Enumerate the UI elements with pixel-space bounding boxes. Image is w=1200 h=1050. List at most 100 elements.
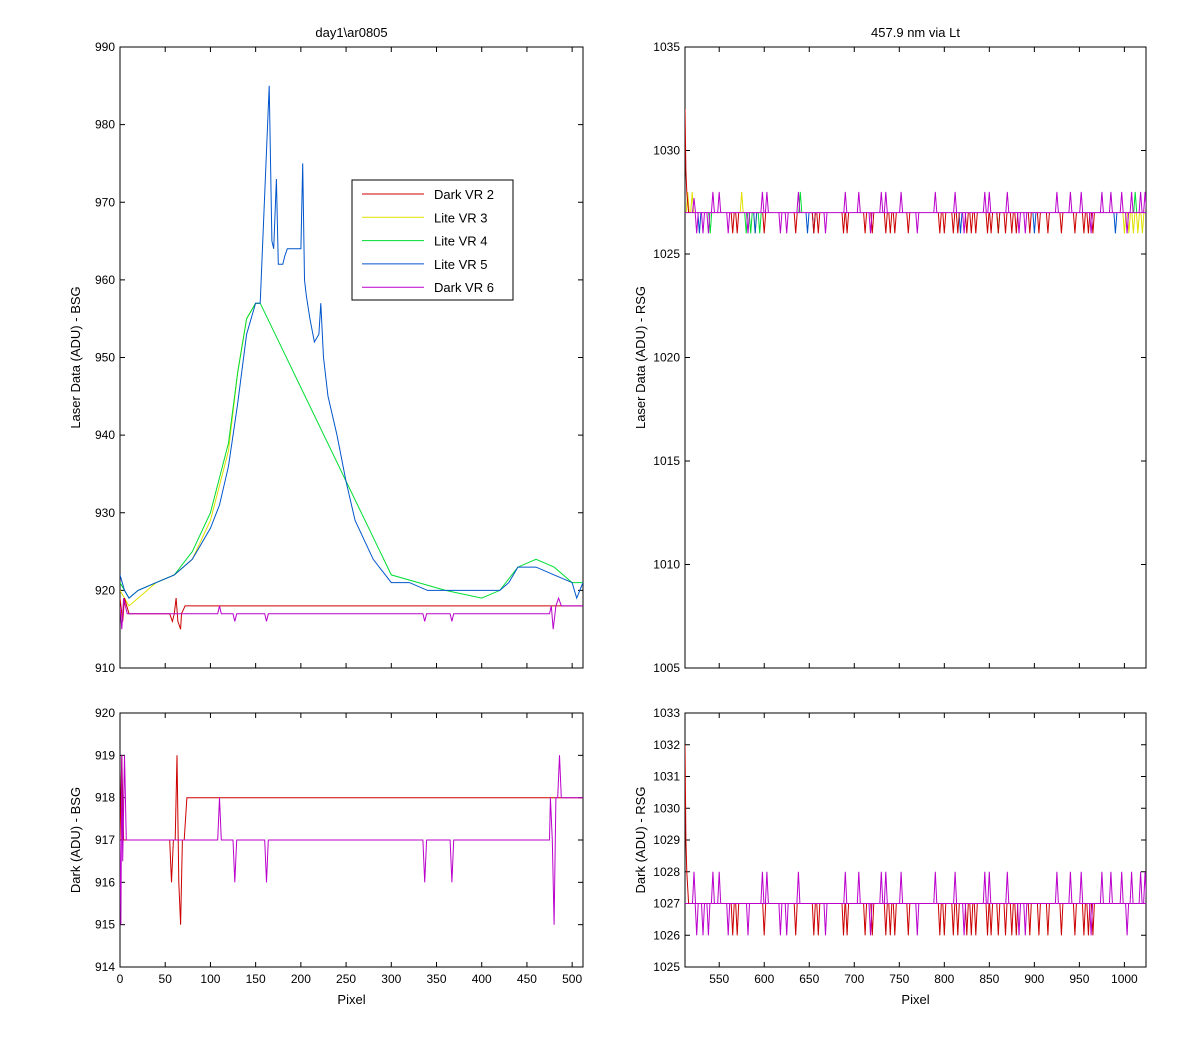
- spike-lite-vr-4: [757, 212, 762, 234]
- spike-dark-vr-2: [1036, 212, 1041, 234]
- y-tick-label: 1025: [653, 247, 680, 261]
- spike-lite-vr-4: [748, 212, 753, 234]
- spike-lite-vr-3: [1122, 212, 1127, 234]
- spike-dark-vr-2: [888, 212, 893, 234]
- spike-dark-vr-2: [1045, 903, 1050, 936]
- legend-entry: Lite VR 5: [434, 257, 487, 272]
- spike-lite-vr-3: [739, 191, 744, 213]
- spike-dark-vr-6: [1068, 191, 1073, 213]
- spike-dark-vr-6: [987, 871, 992, 904]
- series-group: [120, 85, 583, 630]
- spike-lite-vr-3: [685, 191, 690, 213]
- legend: Dark VR 2 Lite VR 3 Lite VR 4 Lite VR 5 Dark…: [351, 179, 514, 301]
- spike-dark-vr-6: [778, 903, 783, 936]
- spike-dark-vr-6: [784, 212, 789, 234]
- spike-dark-vr-6: [933, 871, 938, 904]
- spike-dark-vr-6: [1023, 903, 1028, 936]
- spike-dark-vr-6: [982, 871, 987, 904]
- x-tick-label: 700: [844, 972, 864, 986]
- x-tick-label: 400: [472, 972, 492, 986]
- spike-dark-vr-6: [1129, 191, 1134, 213]
- spike-dark-vr-2: [735, 903, 740, 936]
- spike-dark-vr-2: [1009, 903, 1014, 936]
- spike-dark-vr-6: [987, 191, 992, 213]
- spike-lite-vr-5: [697, 212, 702, 234]
- spike-dark-vr-2: [883, 212, 888, 234]
- spike-dark-vr-6: [1054, 871, 1059, 904]
- y-tick-label: 1032: [653, 738, 680, 752]
- spike-dark-vr-2: [762, 903, 767, 936]
- plot-area: [684, 46, 1147, 669]
- x-tick-label: 900: [1024, 972, 1044, 986]
- spike-dark-vr-2: [1003, 212, 1008, 234]
- spike-dark-vr-2: [1045, 212, 1050, 234]
- spike-dark-vr-6: [1143, 871, 1146, 904]
- y-tick-label: 960: [95, 273, 115, 287]
- spike-lite-vr-5: [753, 212, 758, 234]
- spike-dark-vr-6: [982, 191, 987, 213]
- spike-dark-vr-2: [964, 903, 969, 936]
- y-tick-label: 1015: [653, 454, 680, 468]
- x-tick-label: 250: [336, 972, 356, 986]
- spike-dark-vr-2: [1036, 903, 1041, 936]
- chart-top-right: 1005 1010 1015 1020 1025 1030 1035 457.9 nm via…: [633, 25, 1147, 675]
- x-tick-label: 100: [200, 972, 220, 986]
- spike-dark-vr-2: [1009, 212, 1014, 234]
- x-tick-label: 200: [291, 972, 311, 986]
- spike-lite-vr-5: [1032, 212, 1037, 234]
- spike-dark-vr-6: [764, 191, 769, 213]
- spike-dark-vr-2: [1072, 212, 1077, 234]
- y-tick-label: 918: [95, 791, 115, 805]
- spike-dark-vr-6: [1138, 191, 1143, 213]
- spike-dark-vr-2: [989, 212, 994, 234]
- x-tick-label: 350: [426, 972, 446, 986]
- spike-dark-vr-6: [1079, 871, 1084, 904]
- spike-dark-vr-6: [962, 212, 967, 234]
- spike-dark-vr-6: [1099, 191, 1104, 213]
- chart-bottom-right: 550 600 650 700 750 800 850 900 950 1000 1025 1026 1…: [633, 706, 1147, 1007]
- legend-entry: Dark VR 6: [434, 280, 494, 295]
- y-tick-label: 915: [95, 918, 115, 932]
- spike-dark-vr-6: [764, 871, 769, 904]
- series-group: [685, 109, 1146, 234]
- spike-dark-vr-6: [726, 903, 731, 936]
- spike-dark-vr-6: [1138, 871, 1143, 904]
- spike-lite-vr-5: [958, 212, 963, 234]
- spike-lite-vr-5: [805, 212, 810, 234]
- y-tick-label: 1028: [653, 865, 680, 879]
- spike-dark-vr-6: [823, 903, 828, 936]
- y-tick-label: 1030: [653, 144, 680, 158]
- spike-dark-vr-2: [985, 903, 990, 936]
- spike-dark-vr-6: [1099, 871, 1104, 904]
- spike-dark-vr-6: [717, 871, 722, 904]
- spike-dark-vr-6: [1005, 191, 1010, 213]
- spike-dark-vr-2: [1027, 212, 1032, 234]
- plot-area: [119, 46, 584, 669]
- spike-dark-vr-2: [762, 212, 767, 234]
- y-tick-label: 920: [95, 583, 115, 597]
- spike-dark-vr-6: [823, 212, 828, 234]
- spike-dark-vr-2: [969, 903, 974, 936]
- spike-dark-vr-6: [899, 191, 904, 213]
- spike-dark-vr-6: [879, 191, 884, 213]
- spike-dark-vr-6: [746, 212, 750, 234]
- spike-dark-vr-6: [1017, 903, 1021, 936]
- spike-dark-vr-2: [730, 212, 735, 234]
- spike-dark-vr-6: [1005, 871, 1010, 904]
- spike-dark-vr-2: [1081, 212, 1086, 234]
- spike-dark-vr-2: [989, 903, 994, 936]
- x-tick-label: 1000: [1111, 972, 1138, 986]
- y-tick-label: 940: [95, 428, 115, 442]
- chart-title: 457.9 nm via Lt: [871, 25, 960, 40]
- x-tick-label: 950: [1069, 972, 1089, 986]
- spike-dark-vr-2: [955, 903, 960, 936]
- x-tick-label: 300: [381, 972, 401, 986]
- spike-lite-vr-3: [1135, 212, 1140, 234]
- series-group: [120, 755, 583, 925]
- y-tick-label: 950: [95, 351, 115, 365]
- x-tick-label: 50: [159, 972, 173, 986]
- spike-dark-vr-6: [953, 191, 958, 213]
- spike-dark-vr-2: [1086, 903, 1091, 936]
- x-axis-label: Pixel: [901, 992, 929, 1007]
